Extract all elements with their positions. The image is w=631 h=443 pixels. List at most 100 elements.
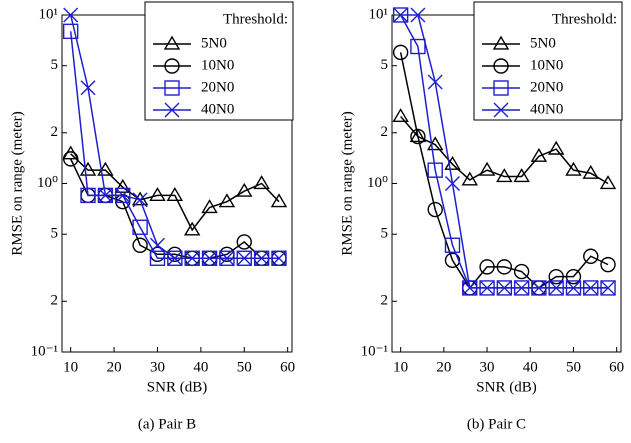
data-point <box>599 175 617 190</box>
x-tick-label: 10 <box>393 359 408 375</box>
legend-marker <box>493 102 509 118</box>
caption: (a) Pair B <box>138 416 196 432</box>
data-point <box>271 250 287 266</box>
data-point <box>600 280 616 296</box>
data-point <box>548 280 564 296</box>
data-point <box>236 182 253 197</box>
data-point <box>80 80 96 96</box>
data-point <box>565 161 582 176</box>
data-point <box>461 171 478 186</box>
data-point <box>531 280 547 296</box>
series-line <box>399 52 609 290</box>
y-tick-label: 5 <box>51 226 59 242</box>
data-point <box>392 108 409 123</box>
y-tick-label: 10⁰ <box>367 175 388 191</box>
data-point <box>114 178 131 193</box>
y-tick-label: 5 <box>381 57 389 73</box>
data-point <box>183 221 201 236</box>
legend-label: 10N0 <box>530 57 563 73</box>
legend-label: 10N0 <box>201 57 234 73</box>
data-point <box>202 250 218 266</box>
data-point <box>444 176 460 191</box>
chart-panel: 10 20 30 40 50 60 10⁻¹ 2 5 10⁰ 2 5 10¹ SNR (dB) RMSE o… <box>339 1 624 432</box>
data-point <box>62 151 79 167</box>
data-point <box>548 268 564 285</box>
data-point <box>410 38 426 55</box>
data-point <box>530 147 548 162</box>
data-point <box>149 187 166 201</box>
data-point <box>496 168 513 183</box>
x-tick-label: 20 <box>436 359 451 375</box>
y-tick-label: 5 <box>51 57 59 73</box>
data-point <box>583 280 599 296</box>
data-point <box>496 259 513 275</box>
data-point <box>462 280 478 296</box>
legend-label: 20N0 <box>530 79 563 95</box>
data-point <box>582 164 599 179</box>
caption: (b) Pair C <box>467 416 526 432</box>
plot-series <box>62 7 288 266</box>
y-axis-label: RMSE on range (meter) <box>9 111 25 256</box>
data-point <box>132 219 148 235</box>
data-point <box>478 161 496 176</box>
x-tick-label: 60 <box>609 359 624 375</box>
data-point <box>565 280 581 296</box>
y-tick-label: 10⁻¹ <box>361 343 388 359</box>
x-tick-label: 30 <box>150 359 165 375</box>
data-point <box>149 250 166 266</box>
data-point <box>583 248 599 264</box>
legend-label: 20N0 <box>201 79 234 95</box>
y-axis-label: RMSE on range (meter) <box>339 111 355 256</box>
y-tick-label: 10¹ <box>369 6 389 22</box>
data-point <box>392 44 409 61</box>
data-point <box>97 187 113 203</box>
data-point <box>410 128 426 145</box>
data-point <box>201 199 218 214</box>
x-tick-label: 50 <box>566 359 581 375</box>
y-tick-label: 2 <box>381 293 389 309</box>
data-point <box>513 168 530 183</box>
legend-marker <box>163 35 181 50</box>
data-point <box>62 145 79 160</box>
data-point <box>393 7 409 23</box>
data-point <box>236 234 252 250</box>
legend-marker <box>492 35 510 50</box>
x-tick-label: 60 <box>280 359 295 375</box>
data-point <box>513 263 530 280</box>
data-point <box>427 162 443 178</box>
data-point <box>115 187 131 203</box>
data-point <box>80 187 96 204</box>
data-point <box>166 187 184 201</box>
data-point <box>496 280 512 296</box>
data-point <box>410 7 426 23</box>
data-point <box>427 74 443 90</box>
data-point <box>184 250 200 266</box>
plot-series <box>392 7 617 296</box>
y-tick-label: 2 <box>381 124 389 140</box>
y-tick-label: 2 <box>51 293 59 309</box>
data-point <box>514 280 530 296</box>
x-tick-label: 30 <box>480 359 495 375</box>
legend-label: 5N0 <box>530 35 556 51</box>
x-axis-label: SNR (dB) <box>476 379 536 395</box>
data-point <box>479 259 495 275</box>
data-point <box>479 280 495 296</box>
data-point <box>253 175 270 190</box>
legend-label: 40N0 <box>201 101 234 117</box>
series-line <box>70 153 280 232</box>
data-point <box>63 7 79 23</box>
legend-marker <box>164 58 180 74</box>
y-tick-label: 2 <box>51 124 59 140</box>
legend-title: Threshold: <box>223 11 288 27</box>
series-line <box>400 115 609 185</box>
data-point <box>167 250 183 266</box>
y-tick-label: 10⁻¹ <box>31 343 58 359</box>
y-tick-label: 10¹ <box>39 6 59 22</box>
data-point <box>600 256 616 273</box>
data-point <box>218 193 236 208</box>
data-point <box>565 268 582 285</box>
data-point <box>427 201 443 218</box>
legend-marker <box>493 80 509 96</box>
legend-label: 5N0 <box>201 35 227 51</box>
